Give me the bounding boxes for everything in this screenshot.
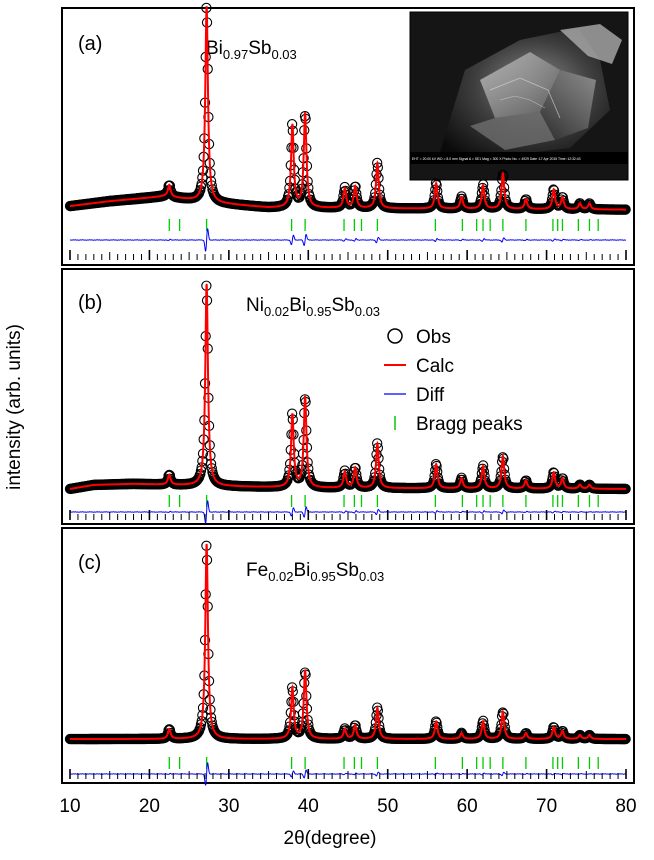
- panel-a-sample-label: Bi0.97Sb0.03: [206, 38, 297, 62]
- sem-crystal-facet-1: [480, 52, 560, 118]
- x-axis-ticks: [69, 510, 627, 520]
- x-tick-label: 70: [536, 796, 557, 817]
- calculated-curve: [69, 6, 626, 211]
- y-axis-label: intensity (arb. units): [4, 324, 25, 490]
- panel-c-formula-sb-sub: 0.03: [359, 569, 384, 584]
- x-tick-labels: 10 20 30 40 50 60 70 80: [59, 796, 636, 817]
- x-tick-label: 30: [218, 796, 239, 817]
- panel-a-formula-bi: Bi: [206, 38, 223, 59]
- sem-info-bar: [410, 152, 628, 164]
- panel-b-formula-sb: Sb: [331, 295, 354, 316]
- legend: Obs Calc Diff Bragg peaks: [384, 327, 523, 435]
- panel-a-label: (a): [78, 33, 102, 55]
- observed-point: [281, 195, 292, 206]
- bragg-ticks: [168, 757, 599, 769]
- panel-b-formula-bi-sub: 0.95: [306, 304, 331, 319]
- x-axis-ticks: [69, 250, 627, 260]
- observed-point: [194, 186, 205, 197]
- sem-crystal-facet-2: [540, 70, 596, 140]
- panel-c-frame: [61, 527, 635, 784]
- panel-a-frame: [61, 7, 635, 266]
- calculated-curve: [69, 283, 626, 490]
- panel-c-formula-fe-sub: 0.02: [268, 569, 293, 584]
- panel-c-formula-bi-sub: 0.95: [310, 569, 335, 584]
- sem-inset: EHT = 20.00 kV WD = 8.0 mm Signal A = SE…: [409, 11, 629, 181]
- panel-b-formula-bi: Bi: [289, 295, 306, 316]
- legend-bragg-label: Bragg peaks: [416, 414, 523, 435]
- panel-c-sample-label: Fe0.02Bi0.95Sb0.03: [246, 560, 384, 584]
- observed-point: [279, 478, 290, 490]
- sem-crystal-steps: [499, 95, 546, 109]
- x-tick-label: 80: [615, 796, 636, 817]
- panel-a: (a) Bi0.97Sb0.03: [61, 2, 635, 266]
- sem-crystal-facet-3: [470, 112, 555, 150]
- bragg-ticks: [168, 219, 599, 231]
- panel-a-formula-bi-sub: 0.97: [223, 47, 248, 62]
- panel-b-sample-label: Ni0.02Bi0.95Sb0.03: [246, 295, 380, 319]
- panel-a-formula-sb: Sb: [248, 38, 271, 59]
- panel-b-frame: [61, 268, 635, 525]
- sem-inset-border: [409, 11, 629, 181]
- x-tick-label: 10: [59, 796, 80, 817]
- panel-b: (b) Ni0.02Bi0.95Sb0.03 Obs Calc Diff Bra…: [61, 268, 635, 525]
- x-tick-label: 20: [139, 796, 160, 817]
- legend-obs-label: Obs: [416, 327, 451, 348]
- x-tick-label: 50: [377, 796, 398, 817]
- panel-c-formula-sb: Sb: [336, 560, 359, 581]
- difference-curve: [69, 228, 627, 252]
- legend-calc-label: Calc: [416, 356, 454, 377]
- sem-crystal-edges: [489, 77, 561, 119]
- x-axis-label: 2θ(degree): [284, 828, 377, 849]
- legend-diff-label: Diff: [416, 385, 445, 406]
- panel-b-formula-ni: Ni: [246, 295, 264, 316]
- x-tick-label: 60: [457, 796, 478, 817]
- difference-curve: [69, 500, 627, 524]
- panel-b-label: (b): [78, 292, 102, 314]
- panel-c-formula-fe: Fe: [246, 560, 268, 581]
- panel-b-formula-sb-sub: 0.03: [355, 304, 380, 319]
- sem-info-text: EHT = 20.00 kV WD = 8.0 mm Signal A = SE…: [412, 157, 581, 161]
- legend-obs-symbol: [387, 328, 403, 344]
- sem-crystal-top: [560, 24, 622, 64]
- panel-c: (c) Fe0.02Bi0.95Sb0.03: [61, 527, 635, 786]
- panel-c-label: (c): [78, 552, 101, 574]
- bragg-ticks: [168, 495, 599, 507]
- panel-a-formula-sb-sub: 0.03: [271, 47, 296, 62]
- panel-c-formula-bi: Bi: [294, 560, 311, 581]
- panel-b-formula-ni-sub: 0.02: [264, 304, 289, 319]
- x-tick-label: 40: [298, 796, 319, 817]
